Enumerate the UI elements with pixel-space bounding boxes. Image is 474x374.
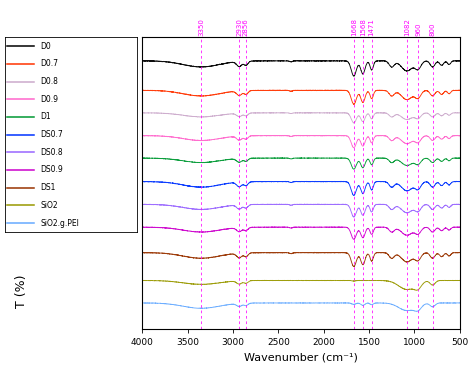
Text: DS0.9: DS0.9 bbox=[41, 166, 64, 175]
Text: T (%): T (%) bbox=[15, 275, 28, 309]
Text: SiO2.g.PEI: SiO2.g.PEI bbox=[41, 218, 80, 227]
Text: D0.7: D0.7 bbox=[41, 59, 59, 68]
Text: 1568: 1568 bbox=[360, 18, 366, 36]
Text: DS0.7: DS0.7 bbox=[41, 130, 64, 139]
Text: 1082: 1082 bbox=[404, 18, 410, 36]
Text: 2930: 2930 bbox=[236, 18, 242, 36]
Text: 1471: 1471 bbox=[369, 18, 374, 36]
Text: 3350: 3350 bbox=[198, 18, 204, 36]
Text: D0.9: D0.9 bbox=[41, 95, 59, 104]
Text: D0: D0 bbox=[41, 42, 51, 51]
Text: 800: 800 bbox=[429, 22, 436, 36]
Text: DS1: DS1 bbox=[41, 183, 56, 192]
Text: 960: 960 bbox=[415, 22, 421, 36]
X-axis label: Wavenumber (cm⁻¹): Wavenumber (cm⁻¹) bbox=[244, 353, 358, 363]
Text: DS0.8: DS0.8 bbox=[41, 148, 63, 157]
Text: D1: D1 bbox=[41, 113, 51, 122]
Text: SiO2: SiO2 bbox=[41, 201, 58, 210]
Text: 1668: 1668 bbox=[351, 18, 357, 36]
Text: D0.8: D0.8 bbox=[41, 77, 58, 86]
Text: 2856: 2856 bbox=[243, 18, 249, 36]
